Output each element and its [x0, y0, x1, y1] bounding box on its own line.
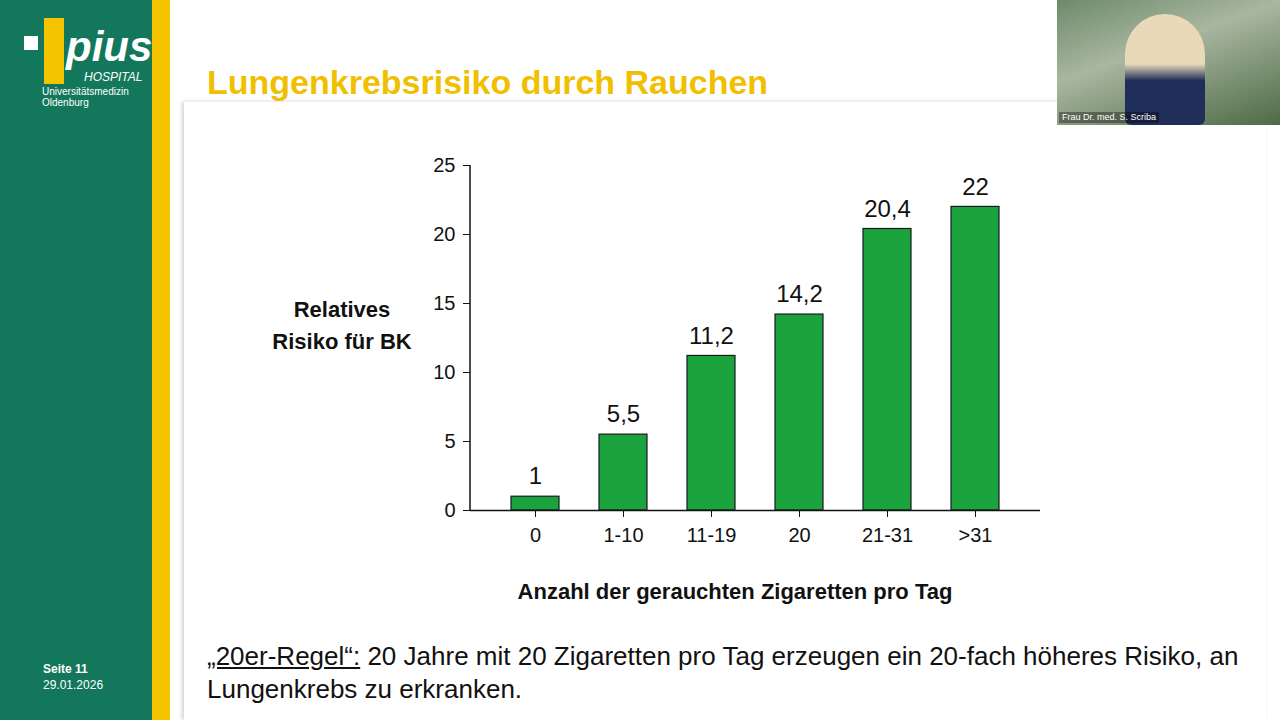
svg-text:5: 5	[444, 430, 455, 452]
svg-text:20,4: 20,4	[864, 195, 911, 222]
svg-text:1-10: 1-10	[603, 524, 643, 546]
svg-text:>31: >31	[959, 524, 993, 546]
svg-text:21-31: 21-31	[862, 524, 913, 546]
svg-text:20: 20	[788, 524, 810, 546]
html-text:Lungenkrebsrisiko durch Rauche: Lungenkrebsrisiko durch Rauchen	[207, 63, 769, 101]
html-text:Frau Dr. med. S. Scriba: Frau Dr. med. S. Scriba	[1062, 112, 1156, 122]
html-text:Oldenburg: Oldenburg	[42, 97, 89, 108]
svg-text:11-19: 11-19	[687, 524, 737, 546]
svg-text:5,5: 5,5	[607, 400, 640, 427]
html-text:HOSPITAL: HOSPITAL	[84, 70, 143, 84]
html-text:29.01.2026: 29.01.2026	[43, 678, 104, 692]
svg-text:15: 15	[433, 292, 455, 314]
html-text:Universitätsmedizin: Universitätsmedizin	[42, 86, 129, 97]
svg-text:14,2: 14,2	[776, 280, 823, 307]
html-text:Seite 11: Seite 11	[43, 662, 88, 676]
svg-text:22: 22	[962, 173, 989, 200]
html-text:Anzahl der gerauchten Zigarett: Anzahl der gerauchten Zigaretten pro Tag	[517, 579, 953, 604]
svg-text:11,2: 11,2	[689, 322, 734, 349]
svg-text:0: 0	[530, 524, 541, 546]
svg-text:25: 25	[433, 154, 455, 176]
html-text:Relatives Risiko für BK: Relatives Risiko für BK	[272, 297, 412, 354]
svg-text:0: 0	[444, 499, 455, 521]
html-text:pius: pius	[66, 23, 153, 70]
html-text:„20er-Regel“: 20 Jahre mit 20: „20er-Regel“: 20 Jahre mit 20 Zigaretten…	[207, 641, 1239, 704]
svg-text:1: 1	[529, 462, 542, 489]
svg-text:10: 10	[433, 361, 455, 383]
svg-text:20: 20	[433, 223, 455, 245]
